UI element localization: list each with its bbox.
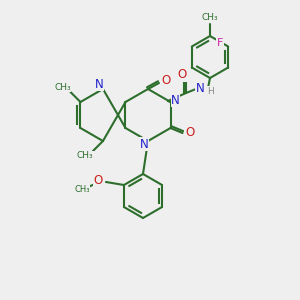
Text: F: F	[217, 38, 224, 49]
Text: CH₃: CH₃	[54, 82, 71, 91]
Text: O: O	[93, 175, 103, 188]
Text: N: N	[171, 94, 180, 106]
Text: N: N	[140, 137, 148, 151]
Text: CH₃: CH₃	[77, 152, 93, 160]
Text: N: N	[196, 82, 204, 94]
Text: CH₃: CH₃	[202, 14, 218, 22]
Text: N: N	[94, 77, 103, 91]
Text: O: O	[177, 68, 187, 82]
Text: H: H	[208, 86, 214, 95]
Text: O: O	[161, 74, 171, 86]
Text: O: O	[185, 127, 194, 140]
Text: CH₃: CH₃	[74, 184, 90, 194]
